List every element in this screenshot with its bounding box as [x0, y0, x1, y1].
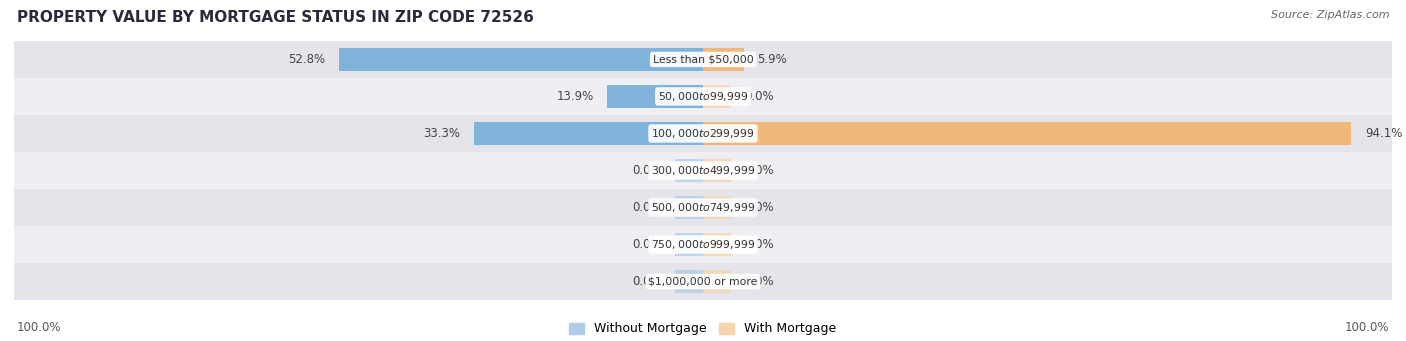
Bar: [703, 159, 731, 182]
Bar: [14, 152, 1392, 189]
Text: 33.3%: 33.3%: [423, 127, 460, 140]
Text: 0.0%: 0.0%: [633, 164, 662, 177]
Text: 0.0%: 0.0%: [633, 238, 662, 251]
Text: 0.0%: 0.0%: [744, 238, 773, 251]
Text: 0.0%: 0.0%: [744, 164, 773, 177]
Text: 100.0%: 100.0%: [1344, 321, 1389, 334]
Text: $1,000,000 or more: $1,000,000 or more: [648, 277, 758, 286]
Text: 13.9%: 13.9%: [557, 90, 593, 103]
Bar: [339, 48, 703, 71]
Bar: [675, 270, 703, 293]
Text: PROPERTY VALUE BY MORTGAGE STATUS IN ZIP CODE 72526: PROPERTY VALUE BY MORTGAGE STATUS IN ZIP…: [17, 10, 534, 25]
Bar: [14, 226, 1392, 263]
Text: $100,000 to $299,999: $100,000 to $299,999: [651, 127, 755, 140]
Text: $500,000 to $749,999: $500,000 to $749,999: [651, 201, 755, 214]
Bar: [14, 189, 1392, 226]
Bar: [675, 196, 703, 219]
Bar: [703, 48, 744, 71]
Bar: [14, 115, 1392, 152]
Text: 52.8%: 52.8%: [288, 53, 325, 66]
Text: $50,000 to $99,999: $50,000 to $99,999: [658, 90, 748, 103]
Bar: [474, 122, 703, 145]
Bar: [14, 263, 1392, 300]
Bar: [607, 85, 703, 108]
Text: 5.9%: 5.9%: [758, 53, 787, 66]
Bar: [675, 233, 703, 256]
Text: Less than $50,000: Less than $50,000: [652, 55, 754, 64]
Text: 94.1%: 94.1%: [1365, 127, 1402, 140]
Text: 0.0%: 0.0%: [744, 275, 773, 288]
Bar: [703, 122, 1351, 145]
Bar: [14, 41, 1392, 78]
Text: Source: ZipAtlas.com: Source: ZipAtlas.com: [1271, 10, 1389, 20]
Text: $300,000 to $499,999: $300,000 to $499,999: [651, 164, 755, 177]
Text: 100.0%: 100.0%: [17, 321, 62, 334]
Text: 0.0%: 0.0%: [633, 275, 662, 288]
Bar: [14, 78, 1392, 115]
Bar: [675, 159, 703, 182]
Text: $750,000 to $999,999: $750,000 to $999,999: [651, 238, 755, 251]
Bar: [703, 85, 731, 108]
Bar: [703, 233, 731, 256]
Text: 0.0%: 0.0%: [633, 201, 662, 214]
Text: 0.0%: 0.0%: [744, 201, 773, 214]
Legend: Without Mortgage, With Mortgage: Without Mortgage, With Mortgage: [564, 317, 842, 340]
Text: 0.0%: 0.0%: [744, 90, 773, 103]
Bar: [703, 196, 731, 219]
Bar: [703, 270, 731, 293]
